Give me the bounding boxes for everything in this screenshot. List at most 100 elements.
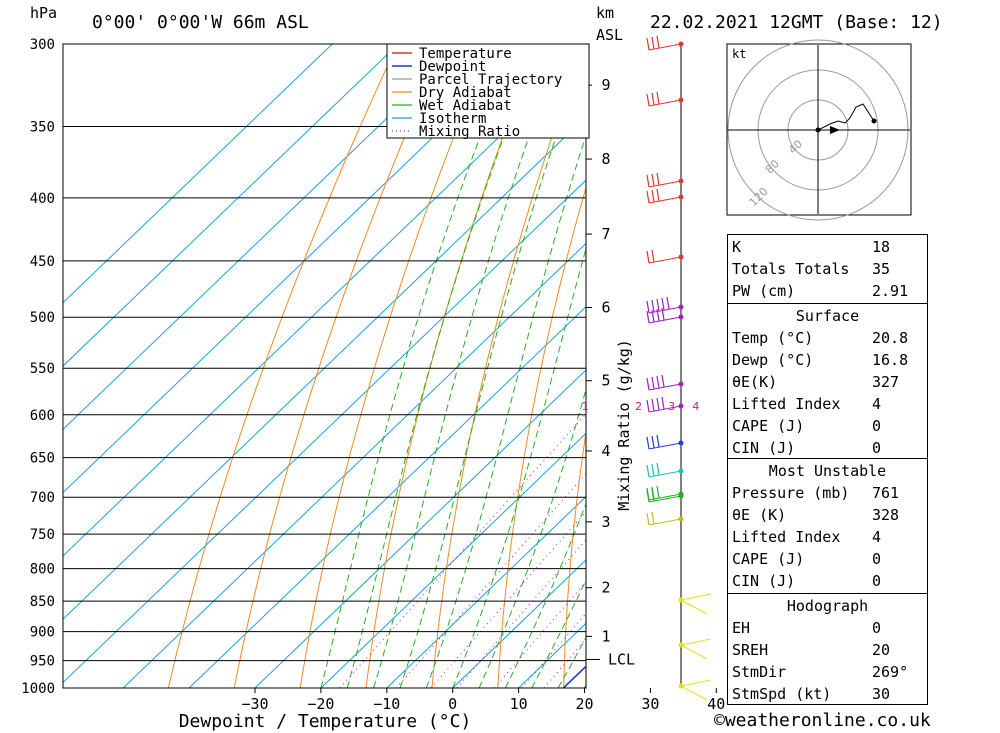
mu-thetae-label: θE (K)	[732, 506, 787, 524]
wind-barb-flag	[651, 189, 655, 203]
wind-barb-flag	[651, 173, 655, 187]
mu-title: Most Unstable	[768, 462, 887, 480]
wind-barb-flag	[651, 376, 655, 390]
wind-barb-flag	[661, 307, 665, 321]
index-pw-value: 2.91	[872, 282, 909, 300]
isotherm	[63, 44, 333, 304]
wind-barb-flag	[646, 37, 650, 51]
wind-barb-shaft	[648, 306, 682, 314]
wind-barb-shaft	[648, 405, 682, 413]
wind-barb-flag	[646, 489, 650, 503]
wet-adiabat	[478, 387, 586, 688]
dry-adiabat	[497, 185, 586, 688]
wind-barb-shaft	[680, 599, 708, 615]
wind-barb-flag	[646, 93, 650, 107]
wind-barb-shaft	[648, 495, 682, 503]
wind-barb-flag	[646, 310, 650, 324]
mu-cape-value: 0	[872, 550, 882, 568]
mu-li-value: 4	[872, 528, 882, 546]
wind-barb-shaft	[648, 518, 682, 526]
km-tick-label: 2	[601, 579, 610, 597]
mu-cin-label: CIN (J)	[732, 572, 796, 590]
surface-thetae-label: θE(K)	[732, 373, 778, 391]
surface-cin-value: 0	[872, 439, 882, 457]
x-tick-label: −20	[307, 695, 334, 713]
x-tick-label: 10	[510, 695, 528, 713]
wind-barb-flag	[646, 512, 650, 526]
wind-barb-flag	[651, 435, 655, 449]
wind-barb-shaft	[648, 316, 682, 324]
mixing-ratio-label: 4	[692, 400, 699, 413]
pressure-grid	[63, 43, 586, 689]
x-tick-label: 0	[448, 695, 457, 713]
surface-thetae-value: 327	[872, 373, 900, 391]
dry-adiabat	[233, 44, 445, 688]
datetime-title: 22.02.2021 12GMT (Base: 12)	[650, 12, 943, 33]
pressure-tick-label: 550	[30, 361, 55, 377]
surface-cin-label: CIN (J)	[732, 439, 796, 457]
mixing-ratio-axis-title: Mixing Ratio (g/kg)	[615, 339, 633, 511]
mixing-ratio-line	[493, 581, 586, 688]
km-tick-label: 7	[601, 225, 610, 243]
km-label: km	[596, 4, 614, 22]
pressure-tick-label: 800	[30, 562, 55, 578]
wind-barb-flag	[646, 250, 650, 264]
wind-barb-flag	[656, 462, 660, 476]
legend-wet-adiabat: Wet Adiabat	[419, 98, 512, 114]
wind-barb-flag	[651, 463, 655, 477]
isotherm	[63, 44, 531, 494]
mixing-ratio-line	[430, 510, 586, 688]
km-tick-label: 4	[601, 442, 610, 460]
wind-barb-shaft	[648, 383, 682, 391]
most-unstable-panel: Most Unstable Pressure (mb) 761 θE (K) 328…	[727, 458, 928, 595]
wind-barb-shaft	[648, 196, 682, 204]
x-axis-title: Dewpoint / Temperature (°C)	[179, 711, 472, 732]
legend-mixing-ratio: Mixing Ratio	[419, 124, 520, 140]
wind-barb-shaft	[648, 470, 682, 478]
surface-temp-value: 20.8	[872, 329, 909, 347]
dry-adiabat	[930, 44, 959, 688]
wind-barb-flag	[656, 35, 660, 49]
hodo-eh-label: EH	[732, 619, 751, 637]
isotherm	[188, 306, 586, 688]
wind-barb-flag	[680, 679, 712, 687]
height-axis: 9 8 7 6 5 4 3 2 1 LCL	[586, 76, 635, 668]
legend-dry-adiabat: Dry Adiabat	[419, 85, 512, 101]
mu-thetae-value: 328	[872, 506, 900, 524]
dry-adiabat	[985, 44, 1000, 688]
surface-cape-label: CAPE (J)	[732, 417, 805, 435]
hodograph-end-dot	[871, 118, 877, 124]
index-k-value: 18	[872, 238, 891, 256]
pressure-tick-label: 700	[30, 490, 55, 506]
hpa-label: hPa	[30, 4, 57, 22]
wind-barb-flag	[651, 488, 655, 502]
wind-barb-flag	[656, 308, 660, 322]
legend-dewpoint: Dewpoint	[419, 59, 486, 75]
isotherm	[452, 559, 586, 688]
pressure-tick-label: 850	[30, 594, 55, 610]
km-tick-label: 1	[601, 627, 610, 645]
hodo-stmdir-value: 269°	[872, 663, 909, 681]
wind-barb-flag	[680, 638, 712, 646]
hodo-sreh-label: SREH	[732, 641, 769, 659]
mixing-ratio-line	[456, 539, 586, 688]
wind-barb-flag	[646, 174, 650, 188]
hodograph-trace	[817, 103, 875, 131]
wind-barb-flag	[651, 92, 655, 106]
km-tick-label: 8	[601, 150, 610, 168]
mixing-ratio-line	[521, 612, 586, 688]
surface-cape-value: 0	[872, 417, 882, 435]
isotherm	[254, 369, 586, 688]
pressure-tick-label: 350	[30, 119, 55, 135]
wind-barb-flag	[646, 300, 650, 314]
hodo-sreh-value: 20	[872, 641, 891, 659]
pressure-tick-label: 500	[30, 310, 55, 326]
wind-barb-shaft	[680, 685, 708, 701]
isotherm	[386, 495, 586, 688]
pressure-tick-label: 950	[30, 654, 55, 670]
wind-barb-flag	[646, 377, 650, 391]
wind-barb-flag	[651, 36, 655, 50]
dry-adiabat	[299, 44, 492, 688]
wind-barb-flag	[651, 398, 655, 412]
x-tick-label: 20	[575, 695, 593, 713]
